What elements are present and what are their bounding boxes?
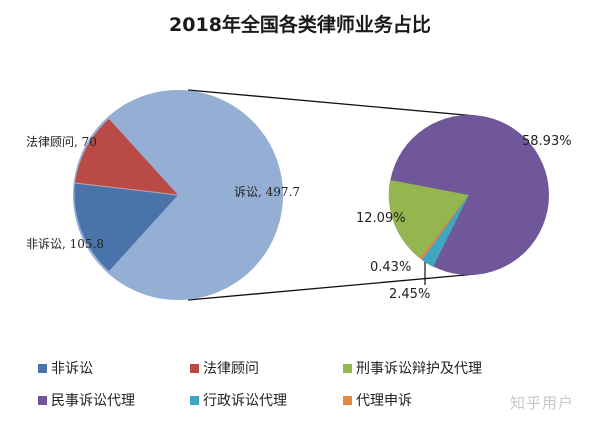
label-criminal-pct: 12.09% <box>356 211 406 226</box>
legend-item-appeal: 代理申诉 <box>343 390 412 410</box>
legend-swatch <box>190 363 199 373</box>
legend-label: 行政诉讼代理 <box>203 393 287 409</box>
slice-legal-advisor <box>75 119 178 195</box>
right-pie <box>388 115 549 275</box>
slice-appeal <box>420 195 469 260</box>
legend-label: 民事诉讼代理 <box>51 393 135 409</box>
legend-item-legal-advisor: 法律顾问 <box>190 358 259 378</box>
chart-title: 2018年全国各类律师业务占比 <box>169 14 431 36</box>
label-legal-advisor: 法律顾问, 70 <box>26 135 97 149</box>
legend-item-non-litigation: 非诉讼 <box>38 358 93 378</box>
label-civil-pct: 58.93% <box>522 134 572 149</box>
legend-item-criminal: 刑事诉讼辩护及代理 <box>343 358 482 378</box>
legend-label: 非诉讼 <box>51 361 93 377</box>
label-non-litigation: 非诉讼, 105.8 <box>26 237 104 251</box>
legend-item-administrative: 行政诉讼代理 <box>190 390 287 410</box>
legend-item-civil: 民事诉讼代理 <box>38 390 135 410</box>
slice-administrative <box>422 195 469 267</box>
legend-swatch <box>38 395 47 405</box>
connector-line-top <box>187 89 477 117</box>
label-appeal-pct: 0.43% <box>370 260 412 275</box>
legend-label: 刑事诉讼辩护及代理 <box>356 361 482 377</box>
legend-swatch <box>343 395 352 405</box>
slice-non-litigation <box>74 183 178 271</box>
legend-label: 法律顾问 <box>203 361 259 377</box>
legend-swatch <box>190 395 199 405</box>
legend-label: 代理申诉 <box>356 393 412 409</box>
legend-swatch <box>343 363 352 373</box>
slice-criminal <box>388 180 469 258</box>
connector-line-bottom <box>187 273 477 301</box>
legend-swatch <box>38 363 47 373</box>
left-pie <box>73 90 283 300</box>
watermark: 知乎用户 <box>510 394 575 412</box>
label-litigation: 诉讼, 497.7 <box>234 185 300 199</box>
label-administrative-pct: 2.45% <box>389 287 431 302</box>
